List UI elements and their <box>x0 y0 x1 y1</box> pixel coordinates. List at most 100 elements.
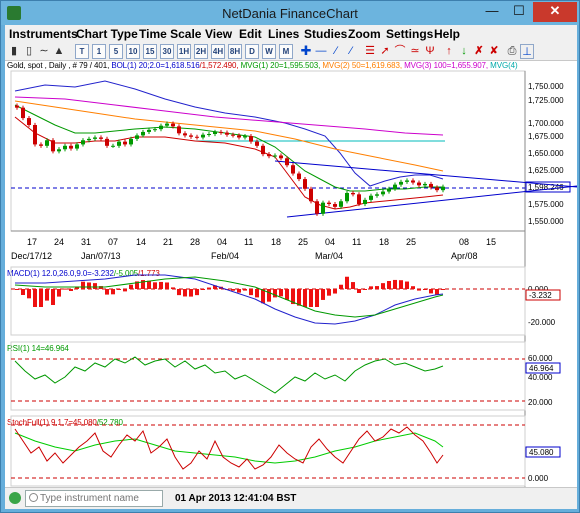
window-title: NetDania FinanceChart <box>222 6 358 21</box>
macd-hist-bar <box>357 289 361 293</box>
timescale-2h-button[interactable]: 2H <box>194 44 208 59</box>
horizontal-line-icon[interactable]: ― <box>315 45 327 57</box>
candlestick-icon[interactable]: ▮ <box>10 45 18 57</box>
instrument-search-input[interactable] <box>25 490 163 507</box>
menu-chart-type[interactable]: Chart Type <box>76 27 138 41</box>
stoch-legend: StochFull(1) 9,1,7=45.080/52.780 <box>7 418 123 427</box>
candle-body <box>99 137 103 139</box>
macd-hist-bar <box>201 289 205 290</box>
macd-line <box>15 274 444 325</box>
line-chart-icon[interactable]: ∼ <box>39 45 49 57</box>
candle-body <box>339 201 343 207</box>
menu-instruments[interactable]: Instruments <box>9 27 78 41</box>
macd-hist-bar <box>369 286 373 289</box>
candle-body <box>105 138 109 146</box>
channel-icon[interactable]: ⁄ <box>350 45 352 57</box>
timescale-month-button[interactable]: M <box>279 44 293 59</box>
fan-icon[interactable]: ➚ <box>380 45 390 57</box>
legend-instrument: Gold, spot , Daily , # 79 / 401, <box>7 61 112 70</box>
chart-area[interactable]: Gold, spot , Daily , # 79 / 401, BOL(1) … <box>5 61 577 487</box>
menu-help[interactable]: Help <box>434 27 461 41</box>
timescale-1min-button[interactable]: 1 <box>92 44 106 59</box>
delete-icon[interactable]: ✗ <box>474 45 484 57</box>
macd-hist-bar <box>435 289 439 295</box>
macd-hist-bar <box>399 280 403 289</box>
macd-hist-bar <box>33 289 37 307</box>
arc-icon[interactable]: ⌒ <box>394 45 406 57</box>
fibonacci-icon[interactable]: ☰ <box>365 45 375 57</box>
timescale-30min-button[interactable]: 30 <box>160 44 174 59</box>
timescale-1h-button[interactable]: 1H <box>177 44 191 59</box>
macd-hist-bar <box>171 287 175 289</box>
candle-body <box>357 194 361 205</box>
maximize-button[interactable]: ☐ <box>513 3 525 18</box>
macd-hist-bar <box>267 289 271 302</box>
date-tick: 31 <box>81 237 91 247</box>
area-chart-icon[interactable]: ▲ <box>53 45 65 57</box>
candle-body <box>57 149 61 152</box>
candle-body <box>141 131 145 136</box>
pin-icon[interactable]: ⊥ <box>520 44 534 59</box>
arrow-down-icon[interactable]: ↓ <box>461 45 467 57</box>
candle-body <box>195 136 199 138</box>
candle-body <box>261 145 265 155</box>
legend-mvg3: MVG(3) 100=1,655.907, <box>404 61 491 70</box>
menu-edit[interactable]: Edit <box>239 27 262 41</box>
macd-hist-bar <box>291 289 295 305</box>
macd-hist-bar <box>381 283 385 289</box>
rsi-tick: 60.000 <box>528 354 553 363</box>
menu-lines[interactable]: Lines <box>268 27 300 41</box>
menu-zoom[interactable]: Zoom <box>348 27 381 41</box>
macd-hist-bar <box>189 289 193 297</box>
candle-body <box>417 182 421 186</box>
timescale-4h-button[interactable]: 4H <box>211 44 225 59</box>
timescale-tick-button[interactable]: T <box>75 44 89 59</box>
menu-time-scale[interactable]: Time Scale <box>139 27 202 41</box>
timescale-10min-button[interactable]: 10 <box>126 44 140 59</box>
delete-all-icon[interactable]: ✘ <box>489 45 499 57</box>
app-logo-icon <box>7 6 21 20</box>
macd-hist-bar <box>147 280 151 289</box>
candle-body <box>411 180 415 183</box>
trendline-icon[interactable]: ∕ <box>335 45 337 57</box>
candle-body <box>135 135 139 139</box>
candle-body <box>429 183 433 188</box>
cycle-icon[interactable]: ≃ <box>410 45 420 57</box>
timescale-15min-button[interactable]: 15 <box>143 44 157 59</box>
chart-canvas[interactable]: 1,750.000 1,725.000 1,700.000 1,675.000 … <box>5 61 577 487</box>
date-tick: 18 <box>271 237 281 247</box>
arrow-up-icon[interactable]: ↑ <box>446 45 452 57</box>
stoch-last-label: 45.080 <box>529 448 554 457</box>
timescale-week-button[interactable]: W <box>262 44 276 59</box>
candle-body <box>231 134 235 136</box>
candle-body <box>273 155 277 157</box>
menu-view[interactable]: View <box>205 27 233 41</box>
macd-hist-bar <box>93 283 97 289</box>
title-bar[interactable]: NetDania FinanceChart — ☐ ✕ <box>1 1 579 25</box>
legend-mvg1: MVG(1) 20=1,595.503, <box>240 61 323 70</box>
candle-body <box>351 192 355 195</box>
pitchfork-icon[interactable]: Ψ <box>425 45 435 57</box>
print-icon[interactable]: ⎙ <box>507 45 517 57</box>
menu-studies[interactable]: Studies <box>304 27 348 41</box>
macd-hist-bar <box>411 286 415 289</box>
candle-body <box>327 202 331 205</box>
bar-chart-icon[interactable]: ▯ <box>25 45 33 57</box>
stoch-tick: 0.000 <box>528 474 549 483</box>
close-button[interactable]: ✕ <box>533 2 577 22</box>
macd-hist-bar <box>387 281 391 289</box>
candle-body <box>33 125 37 145</box>
candle-body <box>45 140 49 146</box>
candle-body <box>285 158 289 166</box>
timescale-8h-button[interactable]: 8H <box>228 44 242 59</box>
macd-hist-bar <box>393 279 397 289</box>
timescale-day-button[interactable]: D <box>245 44 259 59</box>
macd-hist-bar <box>333 289 337 294</box>
candle-body <box>267 154 271 157</box>
menu-settings[interactable]: Settings <box>386 27 434 41</box>
macd-hist-bar <box>105 289 109 295</box>
connection-status-icon <box>9 492 21 504</box>
minimize-button[interactable]: — <box>485 3 499 18</box>
timescale-5min-button[interactable]: 5 <box>109 44 123 59</box>
crosshair-icon[interactable]: ✚ <box>300 43 312 58</box>
